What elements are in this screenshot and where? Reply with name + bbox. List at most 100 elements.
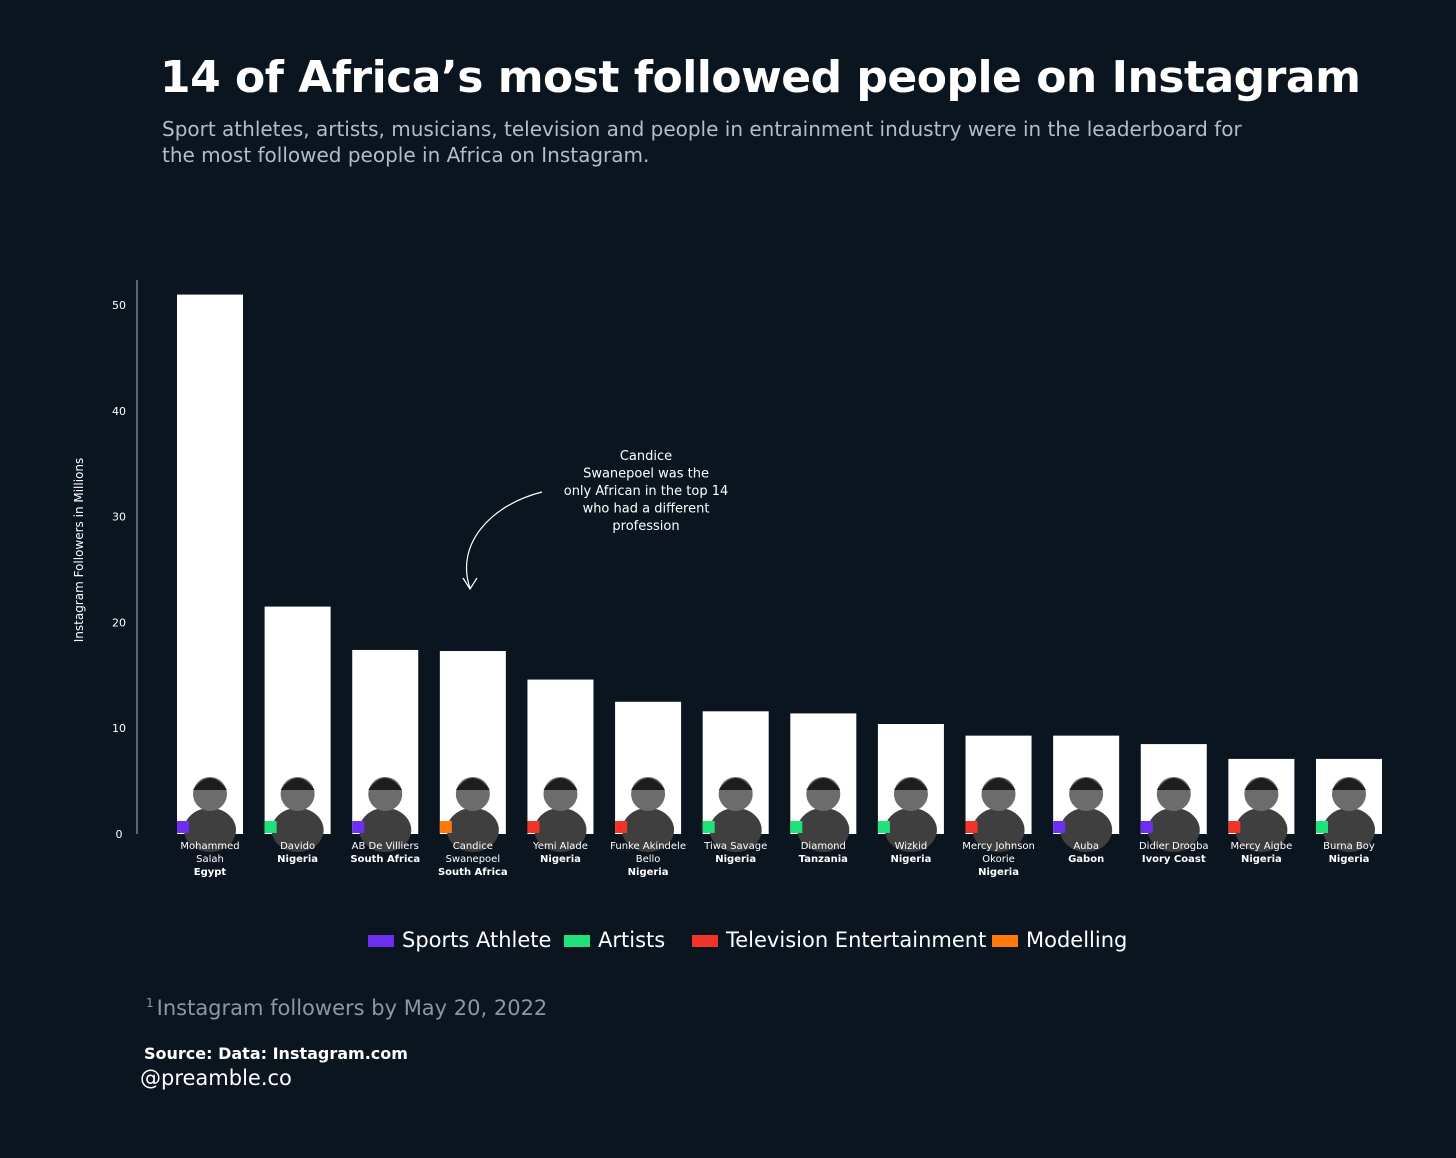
portrait-shoulders — [446, 808, 499, 852]
portrait-hair — [1244, 778, 1279, 790]
legend-label-artists: Artists — [598, 928, 666, 952]
portrait-shoulders — [884, 808, 937, 852]
y-tick-label: 30 — [112, 511, 126, 524]
portrait-shoulders — [1147, 808, 1200, 852]
category-country: Nigeria — [890, 854, 931, 865]
annotation-arrowhead — [462, 577, 478, 591]
category-name: Wizkid — [895, 841, 928, 852]
portrait-shoulders — [1323, 808, 1375, 852]
portrait-shoulders — [534, 808, 587, 852]
category-country: Gabon — [1068, 854, 1104, 865]
category-name: Burna Boy — [1323, 841, 1375, 852]
portrait-shoulders — [1235, 808, 1288, 852]
category-name: Yemi Alade — [532, 841, 588, 852]
category-name: Davido — [280, 841, 315, 852]
profession-marker — [1053, 821, 1066, 833]
portrait-hair — [718, 778, 753, 790]
category-name: Funke Akindele — [610, 841, 686, 852]
category-name: Okorie — [982, 854, 1014, 865]
category-country: Nigeria — [1329, 854, 1370, 865]
category-country: Nigeria — [628, 867, 669, 878]
y-tick-label: 0 — [116, 828, 123, 841]
portrait-hair — [455, 778, 490, 790]
profession-marker — [790, 821, 803, 833]
category-name: Candice — [453, 841, 493, 852]
portrait-hair — [280, 778, 315, 790]
category-country: Nigeria — [277, 854, 318, 865]
legend-item-modelling: Modelling — [992, 928, 1127, 952]
profession-marker — [965, 821, 978, 833]
y-tick-label: 10 — [112, 722, 126, 735]
footnote: 1 Instagram followers by May 20, 2022 — [146, 996, 547, 1020]
annotation-arrow — [465, 491, 543, 589]
legend-label-modelling: Modelling — [1026, 928, 1128, 952]
profession-marker — [439, 821, 452, 833]
profession-marker — [615, 821, 628, 833]
profession-marker — [352, 821, 365, 833]
category-name: Mohammed — [180, 841, 239, 852]
category-country: Ivory Coast — [1142, 854, 1206, 865]
portrait-hair — [981, 778, 1016, 790]
category-name: Bello — [636, 854, 661, 865]
portrait-hair — [806, 778, 841, 790]
footnote-mark: 1 — [146, 996, 154, 1010]
portrait-hair — [631, 778, 666, 790]
annotation-text: profession — [612, 519, 679, 534]
portrait-hair — [1156, 778, 1191, 790]
portrait-hair — [543, 778, 578, 790]
profession-marker — [702, 821, 715, 833]
annotation-text: Swanepoel was the — [583, 467, 709, 482]
y-tick-label: 20 — [112, 616, 126, 629]
annotation-text: who had a different — [583, 502, 710, 517]
profession-marker — [177, 821, 189, 833]
chart-legend: Sports Athlete Artists Television Entert… — [368, 928, 1188, 962]
profession-marker — [1228, 821, 1241, 833]
portrait-shoulders — [359, 808, 412, 852]
chart-title: 14 of Africa’s most followed people on I… — [160, 52, 1361, 103]
category-name: Salah — [196, 854, 224, 865]
portrait-shoulders — [271, 808, 324, 852]
bar — [177, 294, 243, 835]
category-name: Didier Drogba — [1139, 841, 1209, 852]
category-name: AB De Villiers — [352, 841, 419, 852]
y-tick-label: 40 — [112, 405, 126, 418]
portrait-shoulders — [709, 808, 762, 852]
category-name: Auba — [1073, 841, 1099, 852]
brand-handle: @preamble.co — [140, 1066, 292, 1090]
category-country: Nigeria — [715, 854, 756, 865]
category-name: Mercy Aigbe — [1231, 841, 1293, 852]
legend-swatch-modelling — [992, 935, 1018, 947]
category-country: Tanzania — [799, 854, 848, 865]
category-country: Nigeria — [978, 867, 1019, 878]
legend-label-television: Television Entertainment — [726, 928, 987, 952]
category-country: Nigeria — [540, 854, 581, 865]
category-name: Swanepoel — [446, 854, 501, 865]
source-note: Source: Data: Instagram.com — [144, 1044, 408, 1063]
y-tick-label: 50 — [112, 299, 126, 312]
portrait-shoulders — [1060, 808, 1113, 852]
y-axis-label: Instagram Followers in Millions — [72, 458, 86, 643]
category-country: Egypt — [194, 867, 227, 878]
legend-item-artists: Artists — [564, 928, 665, 952]
legend-item-television: Television Entertainment — [692, 928, 986, 952]
portrait-shoulders — [972, 808, 1025, 852]
category-name: Mercy Johnson — [962, 841, 1035, 852]
profession-marker — [877, 821, 890, 833]
footnote-text: Instagram followers by May 20, 2022 — [156, 996, 548, 1020]
legend-item-sports: Sports Athlete — [368, 928, 551, 952]
category-country: South Africa — [438, 867, 508, 878]
portrait-shoulders — [184, 808, 236, 852]
legend-swatch-sports — [368, 935, 394, 947]
profession-marker — [1316, 821, 1328, 833]
category-name: Diamond — [801, 841, 846, 852]
profession-marker — [264, 821, 277, 833]
annotation-text: Candice — [620, 449, 672, 464]
profession-marker — [527, 821, 540, 833]
category-name: Tiwa Savage — [703, 841, 767, 852]
portrait-hair — [368, 778, 403, 790]
bar-chart: 0 10 20 30 40 50 Instagram Followers in Millio… — [72, 280, 1382, 878]
portrait-hair — [1332, 778, 1366, 790]
portrait-hair — [893, 778, 928, 790]
legend-swatch-artists — [564, 935, 590, 947]
portrait-hair — [1069, 778, 1104, 790]
